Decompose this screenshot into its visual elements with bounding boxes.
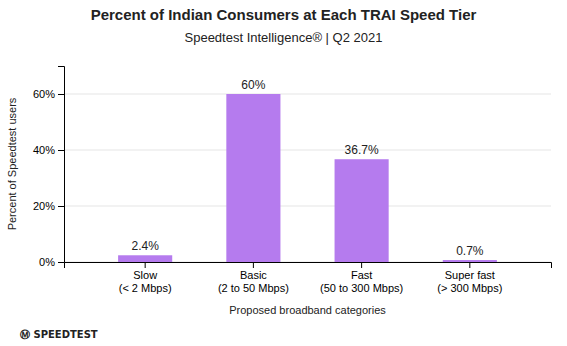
bar bbox=[443, 260, 497, 262]
x-tick: Basic(2 to 50 Mbps) bbox=[218, 262, 289, 294]
x-tick-label: Slow(< 2 Mbps) bbox=[119, 269, 172, 294]
x-tick-label: Super fast(> 300 Mbps) bbox=[437, 269, 502, 294]
x-tick: Slow(< 2 Mbps) bbox=[119, 262, 172, 294]
bars bbox=[118, 94, 497, 262]
x-axis-title: Proposed broadband categories bbox=[229, 304, 386, 316]
y-tick: 0% bbox=[39, 256, 64, 268]
x-axis-line bbox=[65, 263, 552, 269]
x-tick-label-line: Slow bbox=[133, 269, 157, 281]
y-tick: 40% bbox=[33, 144, 64, 156]
x-tick: Super fast(> 300 Mbps) bbox=[437, 262, 502, 294]
x-axis: Slow(< 2 Mbps) Basic(2 to 50 Mbps) Fast(50… bbox=[65, 262, 552, 294]
grid-line bbox=[64, 150, 551, 151]
y-tick-mark bbox=[58, 262, 64, 263]
data-label: 0.7% bbox=[456, 244, 484, 258]
y-tick-label: 0% bbox=[39, 256, 55, 268]
title: Percent of Indian Consumers at Each TRAI… bbox=[91, 6, 477, 23]
x-tick-label-line: (2 to 50 Mbps) bbox=[218, 282, 289, 294]
x-tick-label: Fast(50 to 300 Mbps) bbox=[320, 269, 403, 294]
subtitle: Speedtest Intelligence® | Q2 2021 bbox=[185, 30, 383, 45]
y-tick-label: 60% bbox=[33, 88, 55, 100]
x-tick-label-line: Super fast bbox=[445, 269, 495, 281]
bar bbox=[118, 255, 172, 262]
x-tick-mark bbox=[145, 262, 146, 268]
y-tick-label: 20% bbox=[33, 200, 55, 212]
x-tick-label-line: (< 2 Mbps) bbox=[119, 282, 172, 294]
chart: 0% 20% 40% 60% Slow(< 2 Mbps) Basic(2 to 50 M… bbox=[0, 0, 567, 346]
data-label: 60% bbox=[241, 78, 265, 92]
y-tick-mark bbox=[58, 206, 64, 207]
data-label: 2.4% bbox=[131, 239, 159, 253]
y-axis-line bbox=[58, 67, 65, 263]
y-tick: 20% bbox=[33, 200, 64, 212]
y-axis: 0% 20% 40% 60% bbox=[33, 67, 65, 269]
x-tick-mark bbox=[361, 262, 362, 268]
annotation: Ⓜ SPEEDTEST bbox=[20, 329, 98, 340]
y-tick-label: 40% bbox=[33, 144, 55, 156]
data-labels: 2.4% 60% 36.7% 0.7% bbox=[131, 78, 483, 258]
x-tick-mark bbox=[469, 262, 470, 268]
grid bbox=[64, 94, 551, 262]
x-tick-label-line: Fast bbox=[351, 269, 372, 281]
y-tick-mark bbox=[58, 150, 64, 151]
grid-line bbox=[64, 206, 551, 207]
x-tick: Fast(50 to 300 Mbps) bbox=[320, 262, 403, 294]
bar bbox=[226, 94, 280, 262]
y-tick-mark bbox=[58, 94, 64, 95]
grid-line bbox=[64, 94, 551, 95]
x-tick-label-line: (> 300 Mbps) bbox=[437, 282, 502, 294]
x-tick-label-line: (50 to 300 Mbps) bbox=[320, 282, 403, 294]
x-tick-mark bbox=[253, 262, 254, 268]
x-tick-label: Basic(2 to 50 Mbps) bbox=[218, 269, 289, 294]
data-label: 36.7% bbox=[345, 143, 379, 157]
y-tick: 60% bbox=[33, 88, 64, 100]
bar bbox=[335, 159, 389, 262]
y-axis-title: Percent of Speedtest users bbox=[6, 97, 18, 230]
x-tick-label-line: Basic bbox=[240, 269, 267, 281]
